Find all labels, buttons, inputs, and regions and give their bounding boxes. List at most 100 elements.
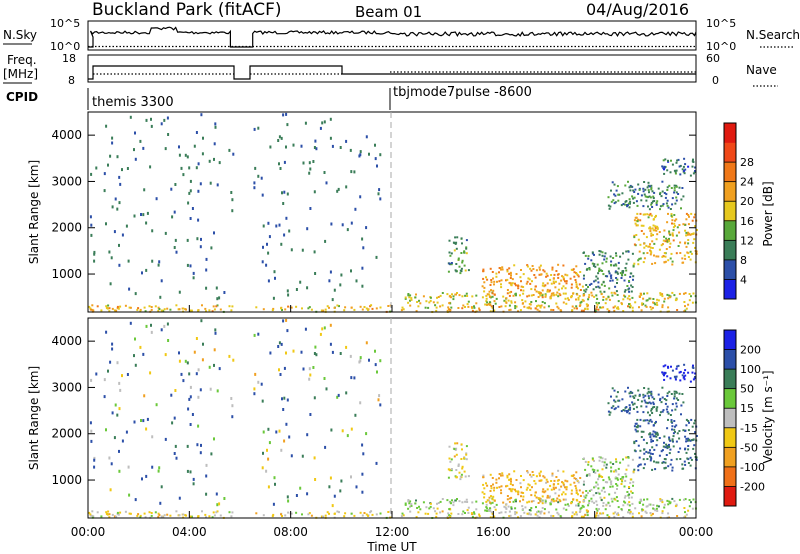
power-echo	[643, 242, 646, 245]
velocity-echo	[649, 459, 652, 462]
velocity-echo	[616, 484, 619, 487]
power-echo	[536, 308, 539, 311]
velocity-echo	[586, 511, 589, 514]
velocity-echo	[685, 451, 688, 454]
velocity-echo	[184, 359, 187, 363]
velocity-echo	[209, 387, 212, 391]
velocity-echo	[454, 442, 457, 445]
velocity-echo	[150, 323, 152, 327]
velocity-echo	[580, 515, 583, 518]
power-echo	[678, 224, 681, 226]
velocity-echo	[687, 509, 690, 512]
power-echo	[609, 275, 612, 278]
colorbar-swatch	[724, 388, 736, 409]
velocity-echo	[526, 470, 529, 473]
velocity-echo	[611, 485, 614, 488]
velocity-echo	[585, 509, 588, 512]
velocity-echo	[646, 392, 649, 395]
velocity-echo	[629, 478, 632, 481]
velocity-echo	[556, 511, 559, 514]
velocity-echo	[682, 467, 685, 470]
velocity-echo	[540, 479, 543, 482]
power-echo	[461, 259, 464, 262]
power-echo	[550, 274, 553, 276]
velocity-echo	[473, 512, 476, 515]
power-echo	[636, 212, 639, 215]
power-echo	[629, 272, 632, 275]
velocity-echo	[415, 499, 417, 502]
power-echo	[658, 231, 661, 233]
velocity-echo	[645, 511, 648, 514]
power-echo	[507, 299, 510, 302]
power-echo	[691, 233, 693, 236]
velocity-echo	[498, 486, 501, 489]
power-echo	[614, 292, 617, 295]
power-echo	[556, 291, 559, 294]
power-echo	[213, 231, 215, 235]
power-echo	[626, 204, 629, 206]
power-echo	[119, 182, 122, 186]
power-echo-marks	[88, 112, 698, 313]
velocity-echo	[626, 410, 629, 412]
velocity-echo	[304, 327, 307, 331]
velocity-echo	[610, 466, 613, 469]
velocity-echo	[562, 483, 565, 486]
power-echo	[652, 229, 655, 232]
power-echo	[498, 271, 500, 274]
velocity-echo	[448, 457, 451, 460]
power-echo	[598, 302, 600, 305]
power-echo	[195, 166, 198, 170]
velocity-echo	[683, 516, 686, 519]
velocity-echo	[659, 414, 661, 417]
power-echo	[675, 252, 678, 255]
velocity-echo	[144, 516, 147, 519]
power-echo	[606, 308, 609, 311]
power-echo	[370, 304, 373, 307]
velocity-echo	[633, 440, 636, 443]
power-echo	[584, 254, 587, 257]
power-echo	[404, 297, 407, 300]
velocity-echo	[466, 501, 469, 503]
velocity-echo	[651, 453, 654, 455]
velocity-echo	[93, 456, 96, 460]
power-echo	[460, 267, 463, 270]
velocity-echo	[496, 486, 498, 489]
power-echo	[262, 224, 265, 228]
power-echo	[282, 113, 285, 117]
velocity-echo	[526, 512, 529, 515]
power-echo	[339, 146, 342, 149]
velocity-echo	[640, 405, 643, 408]
time-tick-label: 00:00	[679, 525, 714, 539]
power-echo	[640, 293, 643, 296]
power-echo	[678, 231, 681, 234]
power-echo	[602, 296, 605, 298]
velocity-echo	[501, 472, 504, 475]
velocity-echo	[92, 515, 95, 518]
velocity-echo	[513, 470, 516, 473]
power-echo	[197, 309, 200, 312]
power-echo	[562, 277, 565, 280]
power-echo	[657, 187, 660, 190]
velocity-echo	[596, 503, 599, 506]
power-echo	[689, 258, 692, 261]
power-echo	[637, 259, 640, 262]
power-echo	[664, 240, 667, 243]
power-echo	[508, 272, 511, 275]
power-echo	[603, 290, 606, 293]
power-echo	[663, 261, 666, 264]
power-echo	[302, 161, 305, 165]
velocity-echo	[180, 372, 183, 376]
velocity-echo	[527, 483, 530, 486]
power-echo	[587, 296, 590, 299]
power-echo	[603, 284, 606, 287]
power-echo	[669, 171, 672, 174]
velocity-echo	[566, 503, 569, 506]
velocity-echo	[599, 512, 602, 515]
power-echo	[552, 309, 555, 311]
velocity-echo	[598, 475, 601, 478]
power-echo	[652, 197, 655, 200]
velocity-echo	[136, 514, 139, 517]
power-echo	[529, 267, 532, 270]
power-echo	[652, 301, 655, 304]
power-echo	[636, 220, 639, 223]
